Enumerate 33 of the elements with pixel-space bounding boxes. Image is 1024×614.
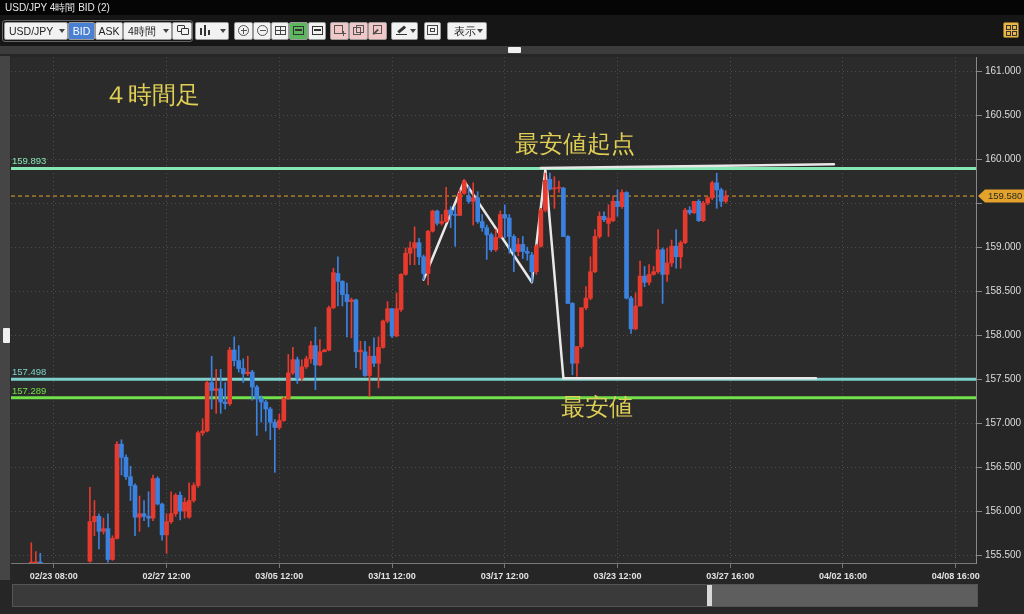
x-tick-label: 04/02 16:00: [818, 570, 867, 581]
dropdown: USD/JPY: [4, 22, 68, 40]
chart-title: USD/JPY 4時間 BID (2): [5, 1, 110, 14]
x-tick-label: 03/11 12:00: [368, 570, 416, 581]
y-tick-label: 157.500: [985, 372, 1022, 384]
button: ASK: [95, 22, 123, 40]
ref-line-label: 157.289: [12, 384, 47, 396]
button: BID: [68, 22, 95, 40]
annotation: 最安値起点: [515, 129, 635, 157]
annotation: 最安値: [561, 392, 633, 420]
x-tick-label: 02/27 12:00: [142, 570, 191, 581]
ref-line-label: 159.893: [12, 155, 47, 167]
y-tick-label: 160.500: [985, 108, 1022, 120]
x-tick-label: 02/23 08:00: [29, 570, 78, 581]
y-tick-label: 161.000: [985, 64, 1022, 76]
y-tick-label: 158.500: [985, 284, 1022, 296]
ref-line-label: 159.580: [988, 190, 1023, 202]
x-tick-label: 03/23 12:00: [593, 570, 642, 581]
y-tick-label: 156.500: [985, 460, 1022, 472]
y-tick-label: 157.000: [985, 416, 1022, 428]
y-tick-label: 156.000: [985, 504, 1022, 516]
x-tick-label: 03/05 12:00: [255, 570, 304, 581]
x-tick-label: 04/08 16:00: [931, 570, 980, 581]
dropdown: 表示: [447, 22, 487, 40]
x-tick-label: 03/17 12:00: [480, 570, 529, 581]
y-tick-label: 160.000: [985, 152, 1022, 164]
y-tick-label: 158.000: [985, 328, 1022, 340]
y-tick-label: 155.500: [985, 548, 1022, 560]
dropdown: 4時間: [123, 22, 172, 40]
y-tick-label: 159.000: [985, 240, 1022, 252]
x-tick-label: 03/27 16:00: [706, 570, 755, 581]
annotation: ４時間足: [104, 80, 200, 108]
ref-line-label: 157.498: [12, 366, 47, 378]
